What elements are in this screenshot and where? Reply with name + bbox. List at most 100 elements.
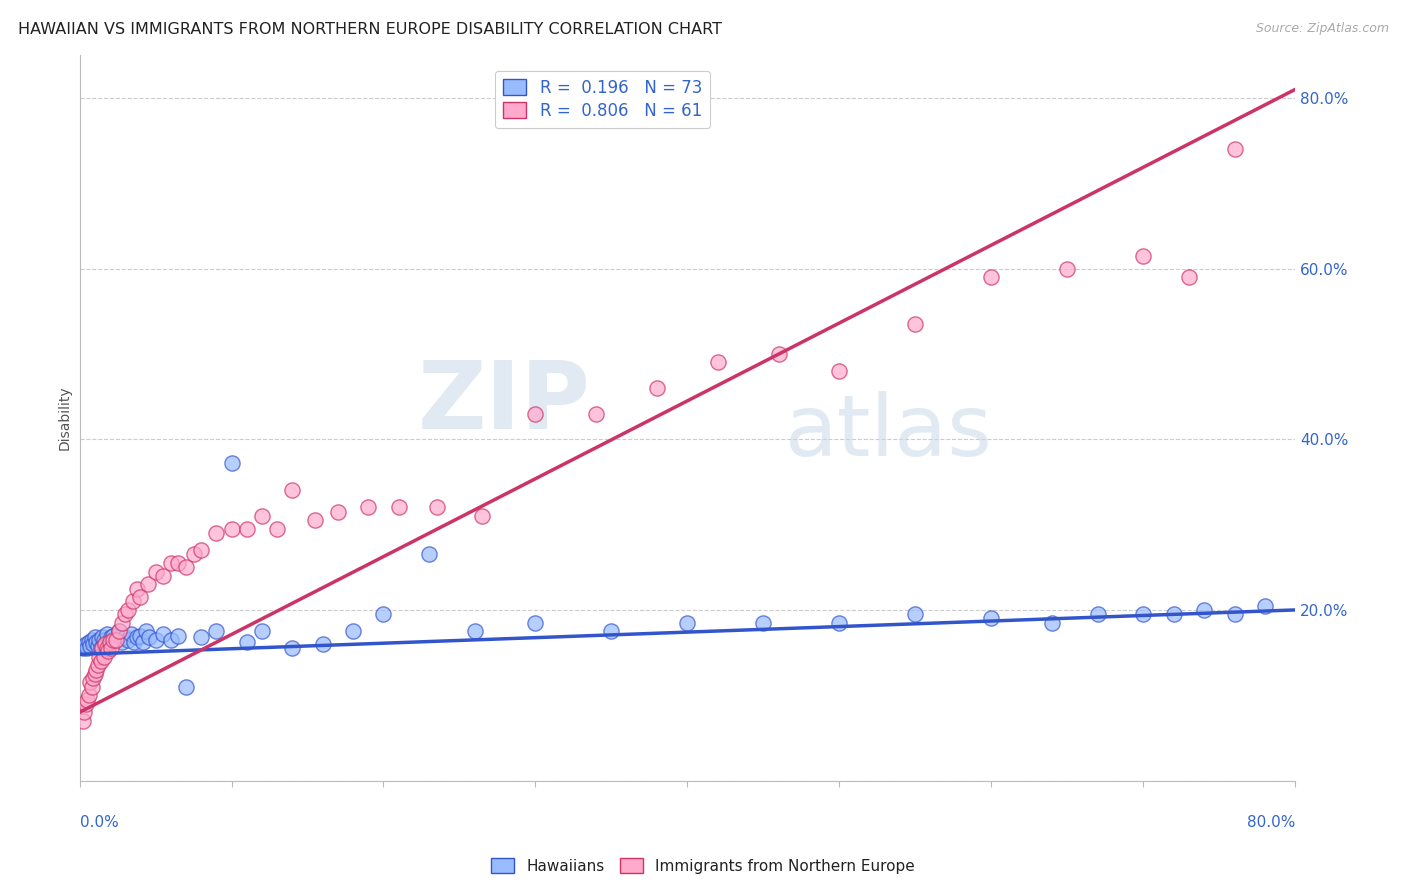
- Point: [152, 627, 174, 641]
- Point: [174, 560, 197, 574]
- Point: [114, 607, 136, 622]
- Point: [205, 526, 228, 541]
- Point: [75, 637, 97, 651]
- Point: [388, 500, 411, 515]
- Point: [145, 565, 167, 579]
- Point: [132, 635, 155, 649]
- Point: [205, 624, 228, 639]
- Point: [266, 522, 288, 536]
- Point: [129, 628, 152, 642]
- Point: [281, 483, 304, 498]
- Point: [373, 607, 395, 622]
- Point: [84, 663, 107, 677]
- Point: [77, 688, 100, 702]
- Point: [122, 635, 145, 649]
- Point: [980, 611, 1002, 625]
- Point: [752, 615, 775, 630]
- Point: [585, 407, 607, 421]
- Point: [94, 637, 117, 651]
- Point: [221, 456, 243, 470]
- Point: [101, 628, 124, 642]
- Point: [1194, 603, 1216, 617]
- Point: [426, 500, 449, 515]
- Text: atlas: atlas: [785, 391, 993, 474]
- Point: [90, 641, 112, 656]
- Point: [221, 522, 243, 536]
- Point: [136, 577, 159, 591]
- Point: [1087, 607, 1109, 622]
- Point: [159, 632, 181, 647]
- Point: [72, 641, 94, 656]
- Point: [471, 509, 494, 524]
- Point: [312, 637, 335, 651]
- Point: [100, 630, 122, 644]
- Point: [96, 627, 118, 641]
- Point: [82, 671, 104, 685]
- Point: [96, 641, 118, 656]
- Point: [828, 364, 851, 378]
- Point: [342, 624, 364, 639]
- Text: ZIP: ZIP: [418, 358, 591, 450]
- Point: [190, 543, 212, 558]
- Point: [108, 624, 131, 639]
- Point: [418, 548, 440, 562]
- Point: [79, 639, 101, 653]
- Point: [1163, 607, 1185, 622]
- Point: [980, 270, 1002, 285]
- Legend: Hawaiians, Immigrants from Northern Europe: Hawaiians, Immigrants from Northern Euro…: [485, 852, 921, 880]
- Point: [904, 607, 927, 622]
- Text: Source: ZipAtlas.com: Source: ZipAtlas.com: [1256, 22, 1389, 36]
- Point: [111, 635, 134, 649]
- Point: [83, 630, 105, 644]
- Legend: R =  0.196   N = 73, R =  0.806   N = 61: R = 0.196 N = 73, R = 0.806 N = 61: [495, 70, 710, 128]
- Point: [524, 407, 547, 421]
- Point: [104, 632, 127, 647]
- Point: [97, 644, 120, 658]
- Point: [707, 355, 730, 369]
- Point: [159, 556, 181, 570]
- Point: [76, 641, 98, 656]
- Point: [129, 590, 152, 604]
- Point: [167, 628, 190, 642]
- Point: [1056, 261, 1078, 276]
- Point: [101, 632, 124, 647]
- Point: [235, 635, 257, 649]
- Point: [235, 522, 257, 536]
- Point: [138, 630, 160, 644]
- Point: [108, 624, 131, 639]
- Point: [79, 675, 101, 690]
- Point: [1040, 615, 1063, 630]
- Point: [904, 317, 927, 331]
- Point: [120, 627, 142, 641]
- Point: [98, 635, 121, 649]
- Point: [87, 658, 110, 673]
- Point: [1178, 270, 1201, 285]
- Point: [174, 680, 197, 694]
- Point: [1254, 599, 1277, 613]
- Point: [1132, 607, 1154, 622]
- Point: [80, 632, 103, 647]
- Text: 0.0%: 0.0%: [80, 814, 118, 830]
- Y-axis label: Disability: Disability: [58, 385, 72, 450]
- Point: [73, 639, 96, 653]
- Point: [183, 548, 205, 562]
- Point: [98, 635, 121, 649]
- Point: [90, 654, 112, 668]
- Point: [76, 692, 98, 706]
- Point: [250, 509, 273, 524]
- Point: [357, 500, 380, 515]
- Point: [145, 632, 167, 647]
- Point: [304, 513, 326, 527]
- Point: [768, 347, 790, 361]
- Point: [117, 603, 139, 617]
- Point: [89, 632, 111, 647]
- Point: [828, 615, 851, 630]
- Point: [676, 615, 699, 630]
- Point: [91, 641, 114, 656]
- Point: [1223, 142, 1246, 156]
- Point: [75, 697, 97, 711]
- Point: [93, 649, 115, 664]
- Text: HAWAIIAN VS IMMIGRANTS FROM NORTHERN EUROPE DISABILITY CORRELATION CHART: HAWAIIAN VS IMMIGRANTS FROM NORTHERN EUR…: [18, 22, 723, 37]
- Point: [127, 630, 149, 644]
- Point: [73, 706, 96, 720]
